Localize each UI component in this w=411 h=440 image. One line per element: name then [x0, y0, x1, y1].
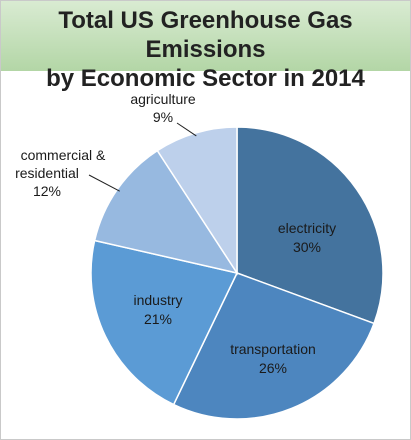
pie-slice-transportation [172, 272, 375, 420]
slice-label-commercial-line-2: residential [15, 165, 79, 181]
pie-slice-agriculture [156, 126, 238, 276]
slice-value-agriculture: 9% [153, 109, 173, 125]
slice-label-agriculture: agriculture [130, 91, 196, 107]
chart-header: Total US Greenhouse Gas Emissions by Eco… [1, 1, 410, 92]
pie-chart: electricity 30% transportation 26% indus… [15, 91, 384, 420]
pie-slice-industry [90, 239, 239, 406]
slice-value-electricity: 30% [293, 239, 321, 255]
pie-slice-electricity [236, 126, 384, 325]
leader-line-agriculture [176, 122, 197, 137]
slice-value-commercial: 12% [33, 183, 61, 199]
slice-value-transportation: 26% [259, 360, 287, 376]
pie-slices [90, 126, 384, 420]
chart-title-line-2: by Economic Sector in 2014 [46, 65, 365, 92]
leader-lines [88, 122, 197, 192]
slice-label-electricity: electricity [278, 220, 336, 236]
slice-label-industry: industry [133, 292, 182, 308]
slice-label-transportation: transportation [230, 341, 316, 357]
leader-line-commercial [88, 174, 120, 192]
chart-title-line-1: Total US Greenhouse Gas Emissions [58, 7, 353, 63]
slice-value-industry: 21% [144, 311, 172, 327]
slice-label-commercial-line-1: commercial & [21, 147, 106, 163]
